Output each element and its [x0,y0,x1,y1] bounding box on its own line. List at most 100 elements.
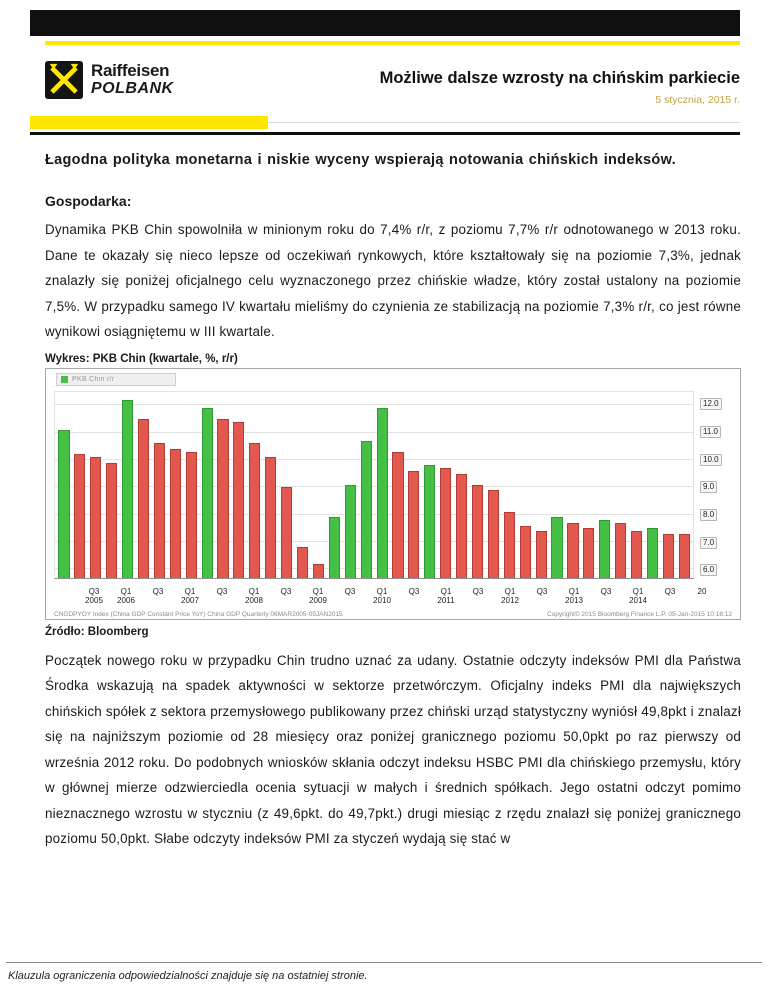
report-header: Raiffeisen POLBANK Możliwe dalsze wzrost… [45,61,740,106]
bar-slot [406,392,422,578]
x-axis-tick-label: Q3 [216,586,228,596]
bar-slot [279,392,295,578]
report-body: Łagodna polityka monetarna i niskie wyce… [45,147,741,852]
gdp-bar-q1-2011 [440,468,452,578]
title-block: Możliwe dalsze wzrosty na chińskim parki… [380,61,740,106]
bar-slot [533,392,549,578]
chart-y-axis: 6.0 7.0 8.0 9.0 10.0 11.0 12.0 [697,391,737,579]
bar-slot [501,392,517,578]
x-axis-tick-label: Q3 2005 [85,586,103,605]
gdp-bar-q1-2008 [249,443,261,578]
bar-slot [326,392,342,578]
x-axis-tick-label: Q1 2009 [309,586,327,605]
gdp-bar-q2-2010 [392,451,404,578]
gdp-bar-q3-2010 [408,470,420,578]
header-black-rule [30,132,740,135]
chart-gridline [55,540,693,542]
gdp-bar-q2-2007 [201,407,213,578]
section-heading-economy: Gospodarka: [45,193,132,209]
gdp-bar-q3-2005 [90,457,102,578]
gdp-bar-q2-2009 [328,517,340,578]
top-yellow-accent-line [45,41,740,45]
header-thin-line [268,122,740,123]
chart-gridline [55,431,693,433]
bar-slot [549,392,565,578]
gdp-bar-q4-2007 [233,421,245,578]
page-title: Możliwe dalsze wzrosty na chińskim parki… [379,69,740,87]
gdp-bar-q3-2007 [217,418,229,578]
x-axis-tick-label: Q1 2007 [181,586,199,605]
x-axis-tick-label: Q3 [344,586,356,596]
bar-slot [660,392,676,578]
bar-slot [151,392,167,578]
x-axis-tick-label: Q3 [600,586,612,596]
raiffeisen-gable-cross-icon [45,61,83,99]
bar-slot [72,392,88,578]
bar-slot [183,392,199,578]
gdp-bar-q2-2012 [519,525,531,578]
legend-swatch-green-icon [61,375,68,383]
gdp-bar-q1-2006 [122,399,134,578]
bar-slot [438,392,454,578]
bar-slot [231,392,247,578]
bar-slot [199,392,215,578]
bar-slot [104,392,120,578]
brand-name-polbank: POLBANK [91,80,174,97]
bar-slot [215,392,231,578]
brand-wordmark: Raiffeisen POLBANK [91,62,174,98]
bar-slot [485,392,501,578]
chart-gridline [55,513,693,515]
gdp-bar-q1-2007 [185,451,197,578]
bar-slot [645,392,661,578]
gdp-bar-q4-2009 [360,440,372,578]
bar-slot [676,392,692,578]
paragraph-pmi: Początek nowego roku w przypadku Chin tr… [45,652,741,847]
y-axis-tick-label: 9.0 [700,481,718,494]
x-axis-tick-label: Q1 2012 [501,586,519,605]
gdp-bar-q4-2014 [678,533,690,578]
gdp-bar-q3-2009 [344,484,356,578]
chart-gridline [55,458,693,460]
bar-slot [120,392,136,578]
gdp-bar-q3-2012 [535,531,547,578]
gdp-bar-q1-2012 [503,511,515,578]
raiffeisen-polbank-logo: Raiffeisen POLBANK [45,61,174,99]
bar-slot [613,392,629,578]
x-axis-tick-label: Q3 [152,586,164,596]
x-axis-tick-label: Q1 2014 [629,586,647,605]
bar-slot [358,392,374,578]
bloomberg-ticker-text: CNGDPYOY Index (China GDP Constant Price… [54,610,343,618]
gdp-bar-q3-2013 [599,520,611,578]
x-axis-tick-label: Q1 2006 [117,586,135,605]
brand-name-raiffeisen: Raiffeisen [91,61,170,80]
y-axis-tick-label: 10.0 [700,453,722,466]
report-date: 5 stycznia, 2015 r. [655,94,740,106]
bar-slot [88,392,104,578]
gdp-bar-q1-2014 [631,531,643,578]
legend-label: PKB Chin r/r [72,375,115,383]
gdp-bar-q1-2013 [567,522,579,578]
x-axis-tick-label: Q3 [536,586,548,596]
bar-slot [581,392,597,578]
x-axis-tick-label: Q1 2008 [245,586,263,605]
chart-legend: PKB Chin r/r [56,372,176,386]
x-axis-tick-label: Q3 [472,586,484,596]
bar-slot [597,392,613,578]
chart-gridline [55,404,693,406]
chart-gridline [55,568,693,570]
footer-divider [6,962,762,963]
gdp-bar-chart: PKB Chin r/r 6.0 7.0 8.0 9.0 10.0 11.0 12.0 Q3… [45,367,741,620]
gdp-bar-q1-2005 [58,429,70,578]
gdp-bar-q4-2011 [487,489,499,578]
gdp-bar-q2-2014 [646,528,659,578]
gdp-bar-q2-2008 [265,457,277,578]
bar-slot [374,392,390,578]
gdp-bar-q2-2005 [74,454,86,578]
gdp-bar-q4-2008 [296,547,309,578]
bar-slot [167,392,183,578]
gdp-bar-q4-2013 [615,522,627,578]
x-axis-tick-label: Q3 [280,586,292,596]
chart-gridline [55,486,693,488]
bar-slot [390,392,406,578]
